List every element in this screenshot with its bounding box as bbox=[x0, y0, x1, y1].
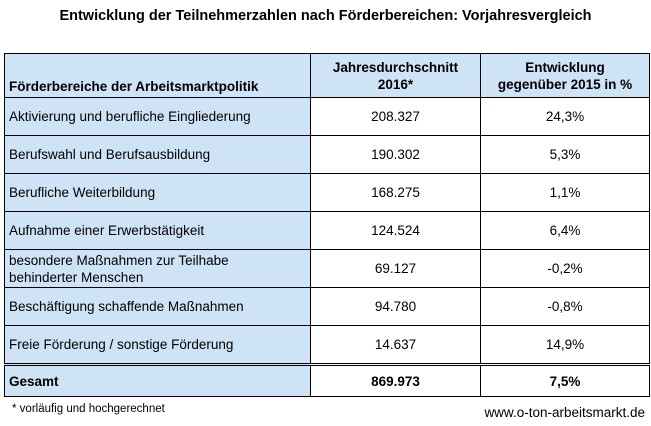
table-row: Berufswahl und Berufsausbildung 190.302 5,… bbox=[4, 135, 650, 174]
row-annual-average: 94.780 bbox=[310, 287, 481, 326]
header-annual-average-line2: 2016* bbox=[377, 76, 414, 92]
table-row: besondere Maßnahmen zur Teilhabe behinder… bbox=[4, 249, 650, 288]
row-category-line: Beschäftigung schaffende Maßnahmen bbox=[9, 299, 244, 314]
data-table: Förderbereiche der Arbeitsmarktpolitik J… bbox=[4, 53, 650, 397]
row-category: besondere Maßnahmen zur Teilhabe behinder… bbox=[4, 249, 311, 288]
row-category-line: Aufnahme einer Erwerbstätigkeit bbox=[9, 223, 205, 238]
row-category-line: behinderter Menschen bbox=[9, 269, 144, 285]
row-category: Berufliche Weiterbildung bbox=[4, 173, 311, 212]
row-annual-average: 14.637 bbox=[310, 325, 481, 365]
row-category: Beschäftigung schaffende Maßnahmen bbox=[4, 287, 311, 326]
row-category-line: Freie Förderung / sonstige Förderung bbox=[9, 337, 234, 352]
total-label: Gesamt bbox=[4, 363, 311, 397]
row-category-line: Berufswahl und Berufsausbildung bbox=[9, 147, 211, 162]
row-category: Freie Förderung / sonstige Förderung bbox=[4, 325, 311, 365]
header-category: Förderbereiche der Arbeitsmarktpolitik bbox=[4, 53, 311, 98]
row-change: -0,8% bbox=[480, 287, 650, 326]
row-annual-average: 168.275 bbox=[310, 173, 481, 212]
table-row: Beschäftigung schaffende Maßnahmen 94.780… bbox=[4, 287, 650, 326]
row-annual-average: 124.524 bbox=[310, 211, 481, 250]
row-category: Aktivierung und berufliche Eingliederung bbox=[4, 97, 311, 136]
row-category: Aufnahme einer Erwerbstätigkeit bbox=[4, 211, 311, 250]
row-annual-average: 190.302 bbox=[310, 135, 481, 174]
header-change: Entwicklung gegenüber 2015 in % bbox=[480, 53, 650, 98]
total-row: Gesamt 869.973 7,5% bbox=[4, 363, 650, 397]
header-annual-average: Jahresdurchschnitt 2016* bbox=[310, 53, 481, 98]
header-annual-average-line1: Jahresdurchschnitt bbox=[332, 59, 459, 75]
header-change-line1: Entwicklung bbox=[525, 59, 605, 75]
row-category: Berufswahl und Berufsausbildung bbox=[4, 135, 311, 174]
header-row: Förderbereiche der Arbeitsmarktpolitik J… bbox=[4, 53, 650, 98]
table-row: Freie Förderung / sonstige Förderung 14.6… bbox=[4, 325, 650, 365]
header-change-line2: gegenüber 2015 in % bbox=[497, 76, 633, 92]
row-category-line: besondere Maßnahmen zur Teilhabe bbox=[9, 252, 229, 268]
page-title: Entwicklung der Teilnehmerzahlen nach Fö… bbox=[59, 8, 592, 24]
row-category-line: Berufliche Weiterbildung bbox=[9, 185, 156, 200]
table-row: Aufnahme einer Erwerbstätigkeit 124.524 6,… bbox=[4, 211, 650, 250]
row-change: 5,3% bbox=[480, 135, 650, 174]
row-change: 1,1% bbox=[480, 173, 650, 212]
total-annual-average: 869.973 bbox=[310, 363, 481, 397]
row-annual-average: 208.327 bbox=[310, 97, 481, 136]
row-change: 14,9% bbox=[480, 325, 650, 365]
row-category-line: Aktivierung und berufliche Eingliederung bbox=[9, 109, 251, 124]
footnote: * vorläufig und hochgerechnet bbox=[12, 403, 165, 415]
row-change: 24,3% bbox=[480, 97, 650, 136]
table-row: Aktivierung und berufliche Eingliederung… bbox=[4, 97, 650, 136]
row-annual-average: 69.127 bbox=[310, 249, 481, 288]
website-url: www.o-ton-arbeitsmarkt.de bbox=[484, 405, 645, 420]
total-change: 7,5% bbox=[480, 363, 650, 397]
row-change: 6,4% bbox=[480, 211, 650, 250]
row-change: -0,2% bbox=[480, 249, 650, 288]
table-row: Berufliche Weiterbildung 168.275 1,1% bbox=[4, 173, 650, 212]
